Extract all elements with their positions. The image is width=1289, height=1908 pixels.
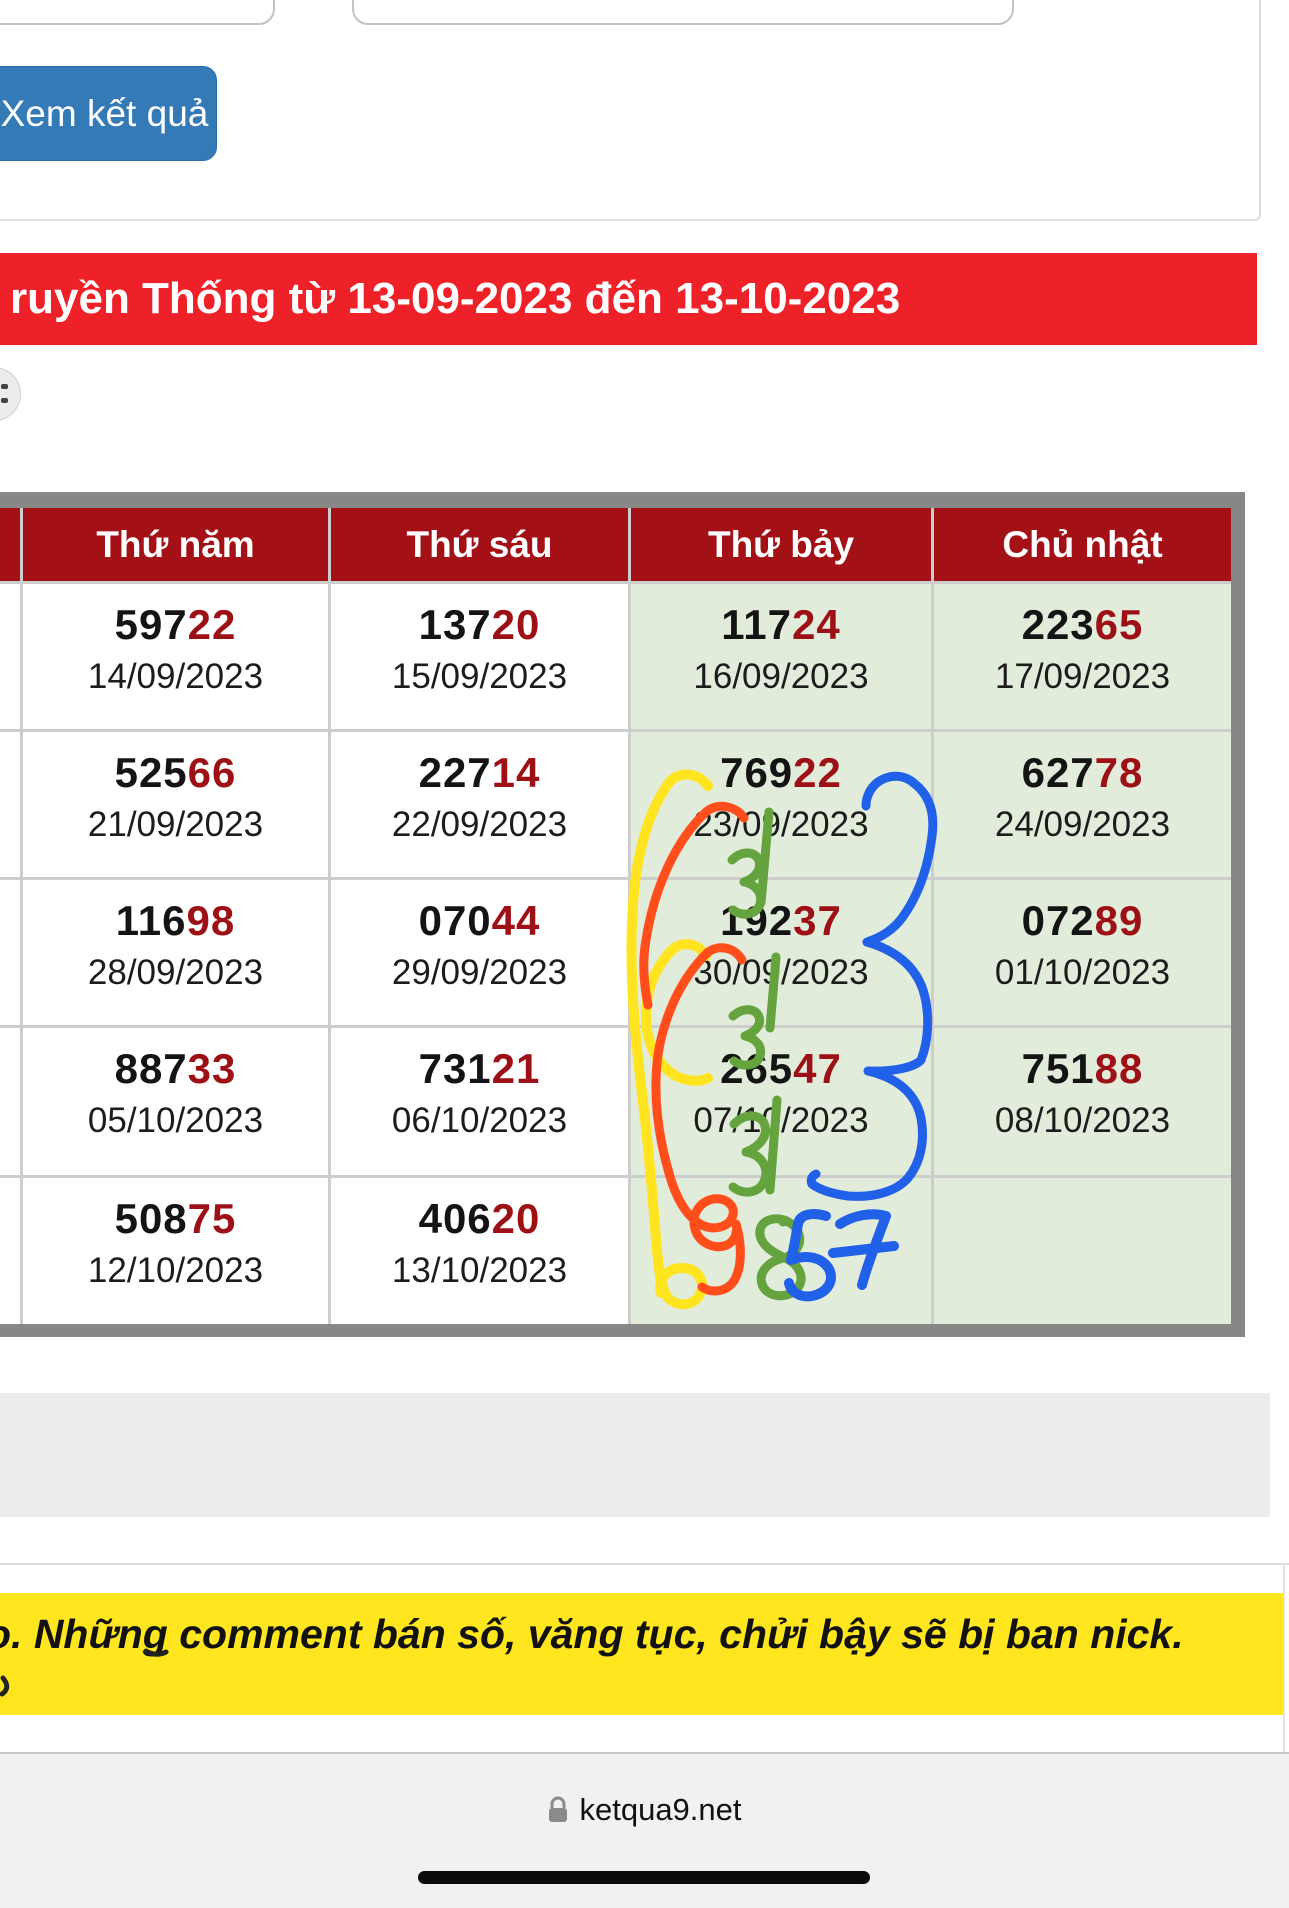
result-cell: 11698 28/09/2023 xyxy=(23,880,328,1025)
result-date: 28/09/2023 xyxy=(87,953,264,992)
result-date: 13/10/2023 xyxy=(391,1251,568,1290)
header-sunday: Chủ nhật xyxy=(934,508,1231,581)
comment-box-placeholder xyxy=(0,1393,1270,1517)
result-date: 06/10/2023 xyxy=(391,1101,568,1140)
date-to-input[interactable] xyxy=(352,0,1014,25)
date-from-input[interactable] xyxy=(0,0,275,25)
stub-cell xyxy=(0,732,20,877)
result-cell: 75188 08/10/2023 xyxy=(934,1028,1231,1175)
header-friday: Thứ sáu xyxy=(331,508,628,581)
floating-share-button[interactable] xyxy=(0,367,21,421)
url-text: ketqua9.net xyxy=(579,1792,742,1827)
result-date: 05/10/2023 xyxy=(87,1101,264,1140)
lock-icon xyxy=(549,1796,568,1822)
result-cell: 59722 14/09/2023 xyxy=(23,584,328,729)
result-date: 07/10/2023 xyxy=(693,1101,869,1140)
result-date: 21/09/2023 xyxy=(87,805,264,844)
results-table: Thứ năm Thứ sáu Thứ bảy Chủ nhật 59722 1… xyxy=(0,492,1245,1337)
period-banner: ruyền Thống từ 13-09-2023 đến 13-10-2023 xyxy=(0,253,1257,345)
result-date: 17/09/2023 xyxy=(994,657,1171,696)
result-number: 76922 xyxy=(720,749,842,796)
result-number: 40620 xyxy=(418,1195,541,1242)
result-number: 19237 xyxy=(720,897,842,944)
result-date: 30/09/2023 xyxy=(693,953,869,992)
result-cell: 22365 17/09/2023 xyxy=(934,584,1231,729)
dot-icon xyxy=(1,398,8,403)
result-number: 52566 xyxy=(114,749,237,796)
header-cell-stub xyxy=(0,508,20,581)
result-date: 14/09/2023 xyxy=(87,657,264,696)
result-number: 59722 xyxy=(114,601,237,648)
result-cell: 50875 12/10/2023 xyxy=(23,1178,328,1324)
result-number: 11698 xyxy=(115,897,236,944)
result-number: 11724 xyxy=(721,601,841,648)
result-number: 07044 xyxy=(418,897,541,944)
result-cell: 73121 06/10/2023 xyxy=(331,1028,628,1175)
stub-cell xyxy=(0,880,20,1025)
stub-cell xyxy=(0,584,20,729)
result-cell: 11724 16/09/2023 xyxy=(631,584,931,729)
result-cell: 52566 21/09/2023 xyxy=(23,732,328,877)
home-indicator[interactable] xyxy=(418,1871,870,1884)
result-cell: 88733 05/10/2023 xyxy=(23,1028,328,1175)
result-cell: 13720 15/09/2023 xyxy=(331,584,628,729)
result-cell: 76922 23/09/2023 xyxy=(631,732,931,877)
search-form-panel: Xem kết quả xyxy=(0,0,1261,221)
result-date: 12/10/2023 xyxy=(87,1251,264,1290)
result-number: 22714 xyxy=(418,749,541,796)
result-cell: 19237 30/09/2023 xyxy=(631,880,931,1025)
result-number: 50875 xyxy=(114,1195,237,1242)
result-date: 23/09/2023 xyxy=(693,805,869,844)
result-number: 26547 xyxy=(720,1045,842,1092)
result-date: 16/09/2023 xyxy=(693,657,869,696)
address-bar[interactable]: ketqua9.net xyxy=(0,1792,1289,1828)
notice-banner: o. Những comment bán số, văng tục, chửi … xyxy=(0,1593,1283,1715)
dot-icon xyxy=(1,384,8,389)
result-date: 24/09/2023 xyxy=(994,805,1171,844)
empty-cell xyxy=(631,1178,931,1324)
stub-cell xyxy=(0,1028,20,1175)
result-date: 15/09/2023 xyxy=(391,657,568,696)
view-results-button[interactable]: Xem kết quả xyxy=(0,66,217,161)
empty-cell xyxy=(934,1178,1231,1324)
stub-cell xyxy=(0,1178,20,1324)
browser-footer: ketqua9.net xyxy=(0,1752,1289,1908)
result-number: 07289 xyxy=(1021,897,1144,944)
result-number: 75188 xyxy=(1021,1045,1144,1092)
result-cell: 07044 29/09/2023 xyxy=(331,880,628,1025)
result-cell: 07289 01/10/2023 xyxy=(934,880,1231,1025)
result-date: 01/10/2023 xyxy=(994,953,1171,992)
result-cell: 40620 13/10/2023 xyxy=(331,1178,628,1324)
header-saturday: Thứ bảy xyxy=(631,508,931,581)
result-number: 73121 xyxy=(418,1045,541,1092)
header-thursday: Thứ năm xyxy=(23,508,328,581)
result-date: 22/09/2023 xyxy=(391,805,568,844)
result-number: 62778 xyxy=(1021,749,1144,796)
content-right-border xyxy=(1283,1563,1285,1752)
result-cell: 26547 07/10/2023 xyxy=(631,1028,931,1175)
result-number: 22365 xyxy=(1021,601,1144,648)
result-number: 13720 xyxy=(418,601,541,648)
divider xyxy=(0,1563,1289,1565)
result-date: 08/10/2023 xyxy=(994,1101,1171,1140)
result-cell: 62778 24/09/2023 xyxy=(934,732,1231,877)
result-date: 29/09/2023 xyxy=(391,953,568,992)
result-cell: 22714 22/09/2023 xyxy=(331,732,628,877)
result-number: 88733 xyxy=(114,1045,237,1092)
